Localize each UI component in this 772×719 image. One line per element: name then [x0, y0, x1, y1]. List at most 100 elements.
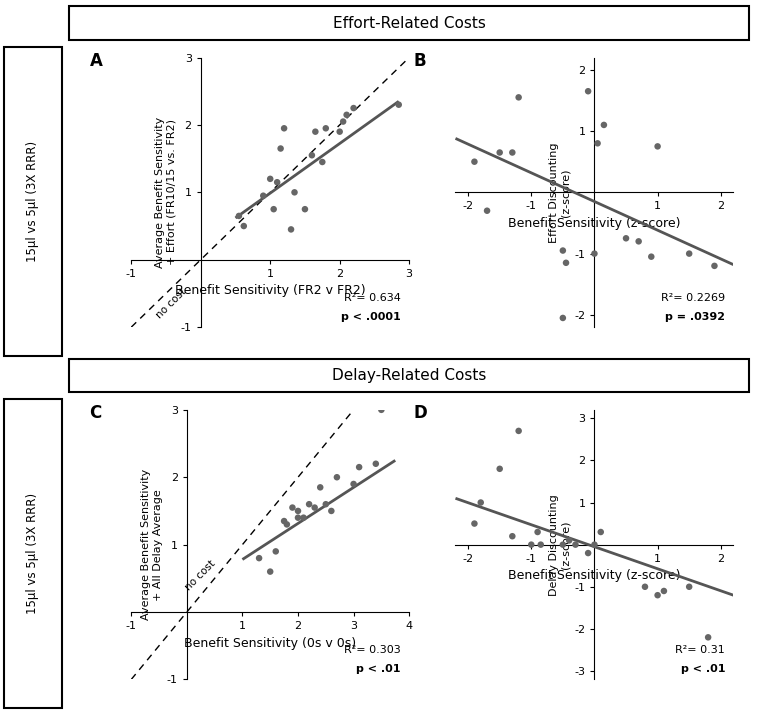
Point — [320, 498, 332, 510]
Point — [233, 210, 245, 221]
X-axis label: Benefit Sensitivity (z-score): Benefit Sensitivity (z-score) — [508, 569, 681, 582]
Point — [557, 312, 569, 324]
Point — [652, 141, 664, 152]
Y-axis label: Average Benefit Sensitivity
+ Effort (FR10/15 vs. FR2): Average Benefit Sensitivity + Effort (FR… — [155, 116, 177, 268]
Point — [469, 518, 481, 529]
Point — [702, 631, 714, 643]
Point — [393, 99, 405, 111]
Point — [337, 116, 349, 127]
Y-axis label: Effort Discounting
(z-score): Effort Discounting (z-score) — [549, 142, 570, 242]
Point — [334, 126, 346, 137]
Point — [286, 502, 299, 513]
Point — [591, 137, 604, 149]
Text: R²= 0.303: R²= 0.303 — [344, 645, 401, 655]
Point — [645, 251, 658, 262]
Point — [563, 535, 575, 546]
Point — [238, 220, 250, 232]
Text: A: A — [90, 52, 103, 70]
Point — [257, 190, 269, 201]
Point — [275, 143, 287, 155]
Text: p < .01: p < .01 — [357, 664, 401, 674]
Text: no cost: no cost — [154, 287, 188, 321]
Point — [268, 203, 280, 215]
Point — [506, 531, 519, 542]
Point — [569, 539, 581, 551]
Point — [264, 566, 276, 577]
Point — [271, 176, 283, 188]
Point — [289, 186, 301, 198]
Point — [314, 482, 327, 493]
Point — [683, 248, 696, 260]
Point — [582, 547, 594, 559]
Point — [560, 257, 572, 269]
Point — [281, 518, 293, 530]
Point — [475, 497, 487, 508]
Point — [708, 260, 720, 272]
Point — [370, 458, 382, 470]
Text: 15μl vs 5μl (3X RRR): 15μl vs 5μl (3X RRR) — [26, 493, 39, 614]
Point — [325, 505, 337, 517]
Point — [297, 512, 310, 523]
Text: R²= 0.2269: R²= 0.2269 — [661, 293, 725, 303]
Text: Delay-Related Costs: Delay-Related Costs — [332, 368, 486, 383]
Point — [269, 546, 282, 557]
Text: p < .01: p < .01 — [681, 664, 725, 674]
X-axis label: Benefit Sensitivity (z-score): Benefit Sensitivity (z-score) — [508, 217, 681, 230]
Point — [588, 248, 601, 260]
Point — [309, 126, 322, 137]
Point — [375, 404, 388, 416]
Point — [292, 512, 304, 523]
Text: no cost: no cost — [184, 558, 218, 592]
Point — [292, 505, 304, 517]
Y-axis label: Delay Discounting
(z-score): Delay Discounting (z-score) — [549, 494, 570, 595]
Y-axis label: Average Benefit Sensitivity
+ All Delay Average: Average Benefit Sensitivity + All Delay … — [141, 469, 163, 620]
Text: Effort-Related Costs: Effort-Related Costs — [333, 16, 486, 30]
Point — [632, 236, 645, 247]
Point — [347, 102, 360, 114]
Text: 15μl vs 5μl (3X RRR): 15μl vs 5μl (3X RRR) — [26, 141, 39, 262]
Point — [469, 156, 481, 168]
Point — [309, 502, 321, 513]
Point — [481, 205, 493, 216]
Point — [582, 86, 594, 97]
Point — [493, 147, 506, 158]
Point — [506, 147, 519, 158]
X-axis label: Benefit Sensitivity (0s v 0s): Benefit Sensitivity (0s v 0s) — [185, 636, 356, 650]
Point — [594, 526, 607, 538]
Point — [493, 463, 506, 475]
Point — [683, 581, 696, 592]
Point — [638, 581, 651, 592]
Point — [306, 150, 318, 161]
Point — [303, 498, 315, 510]
Point — [620, 232, 632, 244]
Text: p < .0001: p < .0001 — [341, 312, 401, 322]
Point — [525, 539, 537, 551]
Point — [557, 539, 569, 551]
Point — [513, 91, 525, 103]
Point — [317, 156, 329, 168]
Point — [652, 590, 664, 601]
Point — [513, 425, 525, 436]
Point — [658, 585, 670, 597]
Point — [347, 478, 360, 490]
Point — [278, 516, 290, 527]
Text: D: D — [414, 404, 428, 423]
Point — [299, 203, 311, 215]
Point — [285, 224, 297, 235]
Point — [340, 109, 353, 121]
Point — [320, 122, 332, 134]
Point — [534, 539, 547, 551]
X-axis label: Benefit Sensitivity (FR2 v FR2): Benefit Sensitivity (FR2 v FR2) — [175, 284, 365, 298]
Text: R²= 0.634: R²= 0.634 — [344, 293, 401, 303]
Text: p = .0392: p = .0392 — [665, 312, 725, 322]
Point — [531, 526, 543, 538]
Point — [557, 244, 569, 256]
Point — [264, 173, 276, 185]
Text: C: C — [90, 404, 102, 423]
Point — [353, 462, 365, 473]
Point — [330, 472, 343, 483]
Point — [598, 119, 610, 131]
Point — [278, 122, 290, 134]
Point — [253, 552, 266, 564]
Text: R²= 0.31: R²= 0.31 — [676, 645, 725, 655]
